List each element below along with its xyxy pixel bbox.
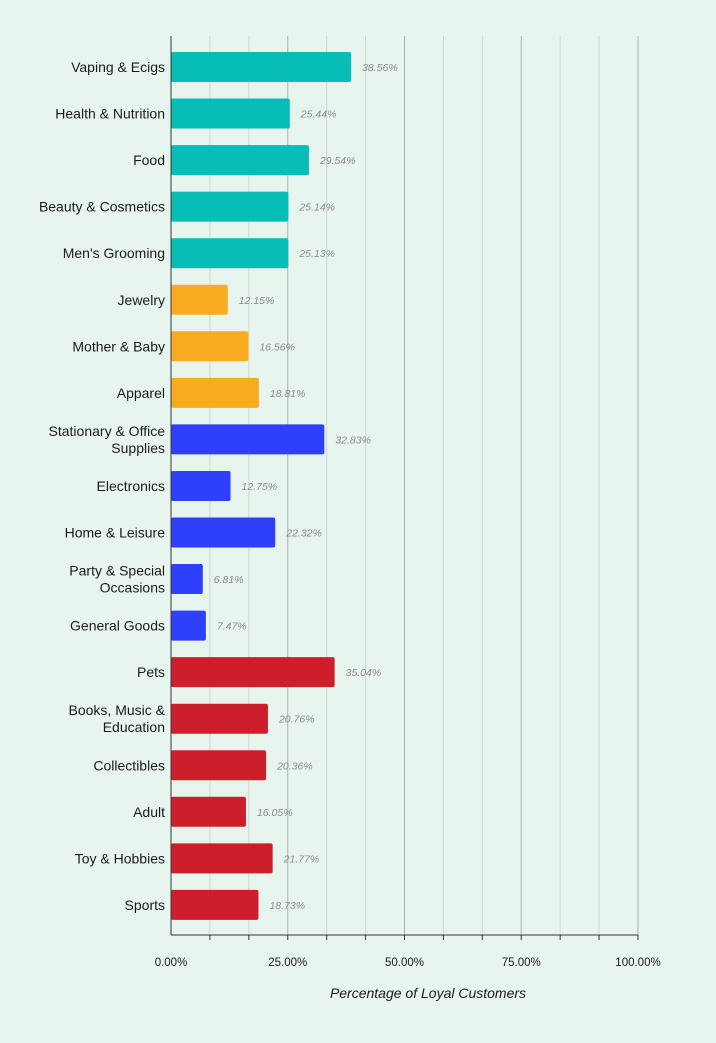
- category-label: General Goods: [70, 618, 165, 634]
- bar: [171, 843, 273, 874]
- value-label: 18.81%: [270, 388, 306, 400]
- category-label: Books, Music & Education: [69, 702, 166, 735]
- value-label: 16.56%: [259, 341, 295, 353]
- bar: [171, 98, 290, 129]
- category-label: Health & Nutrition: [55, 106, 165, 122]
- bar: [171, 52, 352, 82]
- value-label: 21.77%: [283, 853, 320, 865]
- bar-layer: Vaping & Ecigs 38.56% Health & Nutrition 25…: [39, 52, 398, 920]
- bar: [171, 145, 309, 176]
- value-label: 38.56%: [362, 62, 398, 74]
- bar: [171, 703, 268, 734]
- value-label: 18.73%: [269, 900, 305, 912]
- value-label: 29.54%: [319, 155, 356, 167]
- value-label: 12.75%: [242, 481, 278, 493]
- bar: [171, 331, 249, 362]
- category-label: Toy & Hobbies: [75, 850, 165, 866]
- category-label: Food: [133, 152, 165, 168]
- bar: [171, 796, 246, 827]
- category-label: Party & Special Occasions: [69, 563, 165, 596]
- value-label: 20.76%: [278, 714, 315, 726]
- category-label: Jewelry: [118, 292, 165, 308]
- bar: [171, 424, 325, 455]
- category-label: Vaping & Ecigs: [71, 59, 165, 75]
- category-label: Stationary & Office Supplies: [49, 423, 166, 456]
- grid-layer: [209, 36, 639, 935]
- bar: [171, 610, 206, 641]
- value-label: 12.15%: [239, 295, 275, 307]
- bar: [171, 517, 276, 548]
- category-label: Men's Grooming: [63, 245, 165, 261]
- bar: [171, 889, 259, 920]
- value-label: 25.14%: [298, 202, 335, 214]
- category-label: Adult: [133, 804, 165, 820]
- x-tick-label: 75.00%: [502, 957, 541, 969]
- value-label: 35.04%: [346, 667, 382, 679]
- value-label: 25.13%: [298, 248, 335, 260]
- category-label: Beauty & Cosmetics: [39, 199, 165, 215]
- category-label: Sports: [125, 897, 165, 913]
- value-label: 22.32%: [285, 528, 322, 540]
- value-label: 7.47%: [217, 621, 247, 633]
- bar: [171, 191, 289, 222]
- axis-layer: 0.00% 25.00% 50.00% 75.00% 100.00%: [155, 36, 661, 969]
- value-label: 20.36%: [276, 760, 313, 772]
- x-tick-label: 50.00%: [385, 957, 424, 969]
- bar: [171, 284, 228, 315]
- bar: [171, 750, 267, 781]
- bar: [171, 238, 289, 269]
- value-label: 16.05%: [257, 807, 293, 819]
- bar: [171, 377, 259, 408]
- x-tick-label: 100.00%: [615, 957, 660, 969]
- value-label: 32.83%: [335, 434, 371, 446]
- x-tick-label: 25.00%: [268, 957, 307, 969]
- category-label: Electronics: [97, 478, 165, 494]
- x-axis-title: Percentage of Loyal Customers: [330, 985, 526, 1001]
- category-label: Mother & Baby: [72, 338, 165, 354]
- category-label: Pets: [137, 664, 165, 680]
- value-label: 6.81%: [214, 574, 244, 586]
- category-label: Home & Leisure: [65, 525, 166, 541]
- bar: [171, 564, 203, 595]
- value-label: 25.44%: [300, 109, 337, 121]
- x-tick-label: 0.00%: [155, 957, 188, 969]
- category-label: Apparel: [117, 385, 165, 401]
- bar: [171, 657, 335, 688]
- category-label: Collectibles: [93, 757, 165, 773]
- bar: [171, 470, 231, 501]
